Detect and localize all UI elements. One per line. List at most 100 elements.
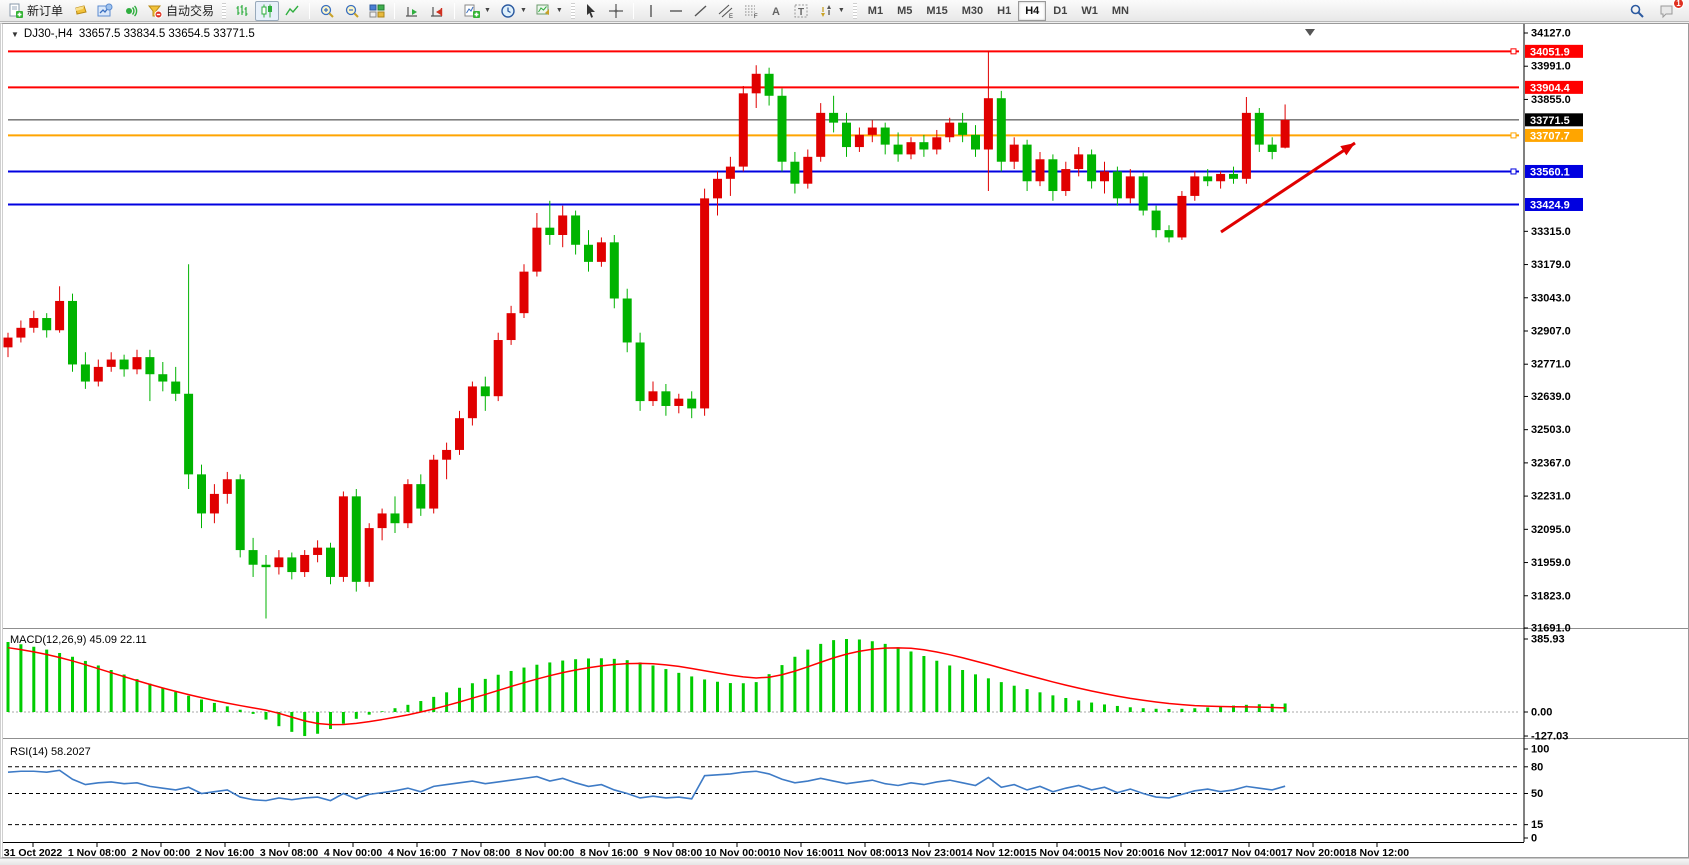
search-button[interactable] bbox=[1625, 1, 1649, 21]
candle-body bbox=[1048, 159, 1058, 192]
timeframe-button-M30[interactable]: M30 bbox=[961, 4, 984, 17]
time-axis-label: 8 Nov 00:00 bbox=[516, 847, 575, 857]
candle-body bbox=[1112, 171, 1122, 199]
status-bar bbox=[0, 858, 1689, 865]
candle-body bbox=[106, 359, 116, 367]
cursor-tool-button[interactable] bbox=[579, 1, 603, 21]
timeframe-button-D1[interactable]: D1 bbox=[1053, 4, 1068, 17]
arrows-tool-button[interactable]: ▼ bbox=[814, 1, 849, 21]
zoom-in-button[interactable] bbox=[315, 1, 339, 21]
timeframe-button-M1[interactable]: M1 bbox=[867, 4, 884, 17]
chart-shift-marker[interactable] bbox=[1305, 29, 1315, 36]
candle-body bbox=[584, 244, 593, 262]
candle-body bbox=[1087, 154, 1097, 182]
candle-body bbox=[906, 142, 916, 155]
gold-button[interactable] bbox=[68, 1, 92, 21]
channel-tool-button[interactable]: E bbox=[714, 1, 738, 21]
candle-body bbox=[751, 73, 761, 94]
candle-body bbox=[1125, 176, 1135, 199]
bar-chart-type-button[interactable] bbox=[230, 1, 254, 21]
candle-body bbox=[1100, 171, 1109, 182]
search-icon bbox=[1630, 4, 1644, 18]
notifications-button[interactable]: 1 bbox=[1655, 0, 1684, 21]
periods-button[interactable]: ▼ bbox=[496, 1, 531, 21]
text-tool-button[interactable]: A bbox=[764, 1, 788, 21]
price-axis-label: 33855.0 bbox=[1531, 94, 1571, 106]
vertical-line-tool-button[interactable] bbox=[639, 1, 663, 21]
price-axis-label: 32771.0 bbox=[1531, 359, 1571, 371]
text-icon: A bbox=[772, 6, 780, 18]
tile-windows-button[interactable] bbox=[365, 1, 389, 21]
timeframe-button-W1[interactable]: W1 bbox=[1081, 4, 1098, 17]
timeframe-button-H1[interactable]: H1 bbox=[997, 4, 1012, 17]
rsi-axis-label: 100 bbox=[1531, 744, 1549, 756]
main-toolbar: 新订单 自动交易 bbox=[0, 0, 1689, 22]
price-tag-label: 33560.1 bbox=[1530, 166, 1570, 178]
candle-body bbox=[377, 513, 387, 529]
chart-title-collapse-icon[interactable]: ▼ bbox=[11, 30, 19, 39]
candle-body bbox=[558, 215, 568, 235]
price-tag[interactable] bbox=[1525, 44, 1583, 58]
timeframe-button-M15[interactable]: M15 bbox=[926, 4, 948, 17]
crosshair-tool-button[interactable] bbox=[604, 1, 628, 21]
arrows-icon bbox=[820, 4, 831, 17]
chart-area[interactable]: 34127.0 33991.0 33855.0 33315.0 33179.0 33043… bbox=[3, 24, 1688, 859]
candle-body bbox=[996, 98, 1006, 162]
candle-body bbox=[687, 398, 697, 409]
time-axis-label: 17 Nov 04:00 bbox=[1217, 847, 1281, 857]
price-tag[interactable] bbox=[1525, 113, 1583, 127]
new-order-button[interactable]: 新订单 bbox=[4, 1, 67, 21]
candle-body bbox=[1229, 173, 1238, 179]
price-axis-label: 33043.0 bbox=[1531, 292, 1571, 304]
toolbar-separator bbox=[394, 2, 396, 19]
toolbar-grip bbox=[852, 2, 857, 19]
fibonacci-tool-button[interactable]: F bbox=[739, 1, 763, 21]
candle-body bbox=[842, 122, 851, 148]
timeframe-button-MN[interactable]: MN bbox=[1111, 4, 1129, 17]
candle-body bbox=[326, 547, 335, 577]
text-label-tool-button[interactable]: T bbox=[789, 1, 813, 21]
price-tag[interactable] bbox=[1525, 197, 1583, 211]
line-handle[interactable] bbox=[1510, 48, 1517, 55]
price-tag[interactable] bbox=[1525, 80, 1583, 94]
price-tag[interactable] bbox=[1525, 128, 1583, 142]
signal-button[interactable] bbox=[118, 1, 142, 21]
line-chart-type-button[interactable] bbox=[280, 1, 304, 21]
trendline-tool-button[interactable] bbox=[689, 1, 713, 21]
candle-body bbox=[145, 357, 155, 375]
vertical-line-icon bbox=[650, 4, 652, 17]
candle-body bbox=[738, 93, 748, 167]
macd-axis-label: 0.00 bbox=[1531, 707, 1552, 719]
chart-window-button[interactable] bbox=[93, 1, 117, 21]
time-axis-label: 16 Nov 12:00 bbox=[1153, 847, 1217, 857]
timeframe-button-H4[interactable]: H4 bbox=[1018, 0, 1047, 21]
chart-shift-button[interactable] bbox=[425, 1, 449, 21]
dropdown-caret: ▼ bbox=[484, 7, 491, 14]
toolbar-right: 1 bbox=[1625, 0, 1685, 21]
templates-button[interactable]: ▼ bbox=[532, 1, 567, 21]
auto-scroll-button[interactable] bbox=[400, 1, 424, 21]
svg-text:T: T bbox=[798, 7, 804, 18]
candlestick-chart-type-button[interactable] bbox=[255, 0, 280, 21]
timeframe-button-M5[interactable]: M5 bbox=[897, 4, 913, 17]
candle-body bbox=[1151, 210, 1161, 231]
auto-scroll-icon bbox=[406, 6, 418, 17]
line-handle[interactable] bbox=[1510, 168, 1517, 175]
trend-arrow-annotation[interactable] bbox=[1220, 141, 1356, 234]
dropdown-caret: ▼ bbox=[519, 7, 527, 14]
candle-body bbox=[184, 393, 194, 475]
time-axis-label: 3 Nov 08:00 bbox=[260, 847, 319, 857]
price-tag[interactable] bbox=[1525, 164, 1583, 178]
price-axis-label: 32231.0 bbox=[1531, 491, 1571, 503]
candle-body bbox=[622, 298, 632, 343]
add-indicator-button[interactable]: ▼ bbox=[460, 1, 495, 21]
candle-body bbox=[790, 161, 800, 184]
tile-windows-icon bbox=[369, 4, 385, 17]
horizontal-line-tool-button[interactable] bbox=[664, 1, 688, 21]
toolbar-grip bbox=[222, 2, 227, 19]
zoom-out-button[interactable] bbox=[340, 1, 364, 21]
time-axis-label: 2 Nov 16:00 bbox=[196, 847, 255, 857]
line-handle[interactable] bbox=[1510, 132, 1517, 139]
new-order-label: 新订单 bbox=[27, 4, 64, 18]
autotrading-button[interactable]: 自动交易 bbox=[143, 1, 218, 21]
